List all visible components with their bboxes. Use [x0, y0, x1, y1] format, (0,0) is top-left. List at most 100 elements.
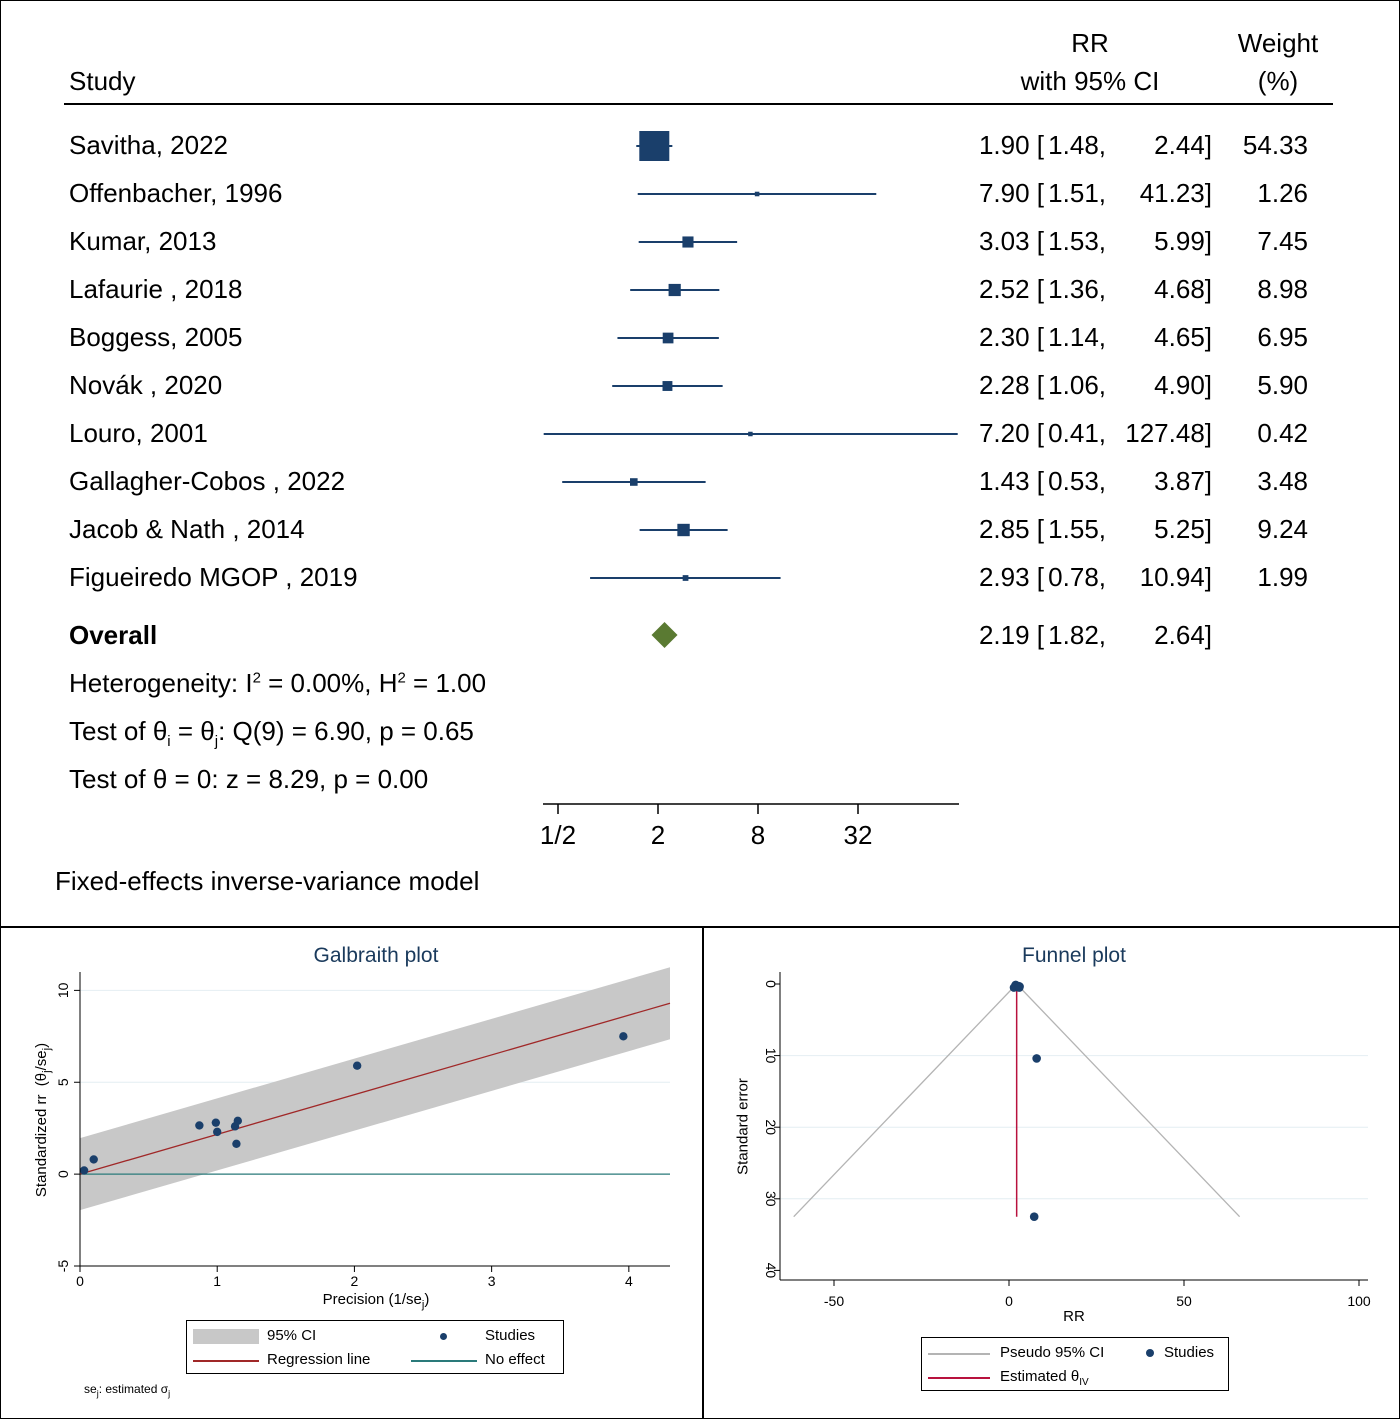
test-eq: = θ — [170, 716, 215, 746]
study-ci-high: 2.44] — [1154, 130, 1212, 160]
study-rr-ci: 7.90 [1.51, 41.23] — [978, 178, 1212, 208]
galb-ylabel-mid: /se — [33, 1050, 50, 1071]
study-square — [639, 131, 670, 161]
funnel-point — [1029, 1212, 1039, 1221]
study-ci-low: 1.36, — [1048, 274, 1106, 304]
galb-ylabel-sub2: j — [41, 1047, 53, 1051]
galbraith-legend: 95% CI Studies Regression line No effect — [186, 1320, 564, 1374]
study-weight: 0.42 — [1257, 418, 1308, 448]
study-rr: 2.93 — [978, 562, 1030, 592]
study-label: Louro, 2001 — [69, 418, 208, 448]
galb-y-tick-label: 10 — [55, 982, 71, 998]
legend-estimate-text: Estimated θ — [1000, 1368, 1080, 1385]
test-theta: Test of θ — [69, 716, 168, 746]
study-weight: 5.90 — [1257, 370, 1308, 400]
galb-ylabel-end: ) — [33, 1042, 50, 1048]
legend-estimate-label: Estimated θIV — [1000, 1368, 1089, 1388]
forest-plot-marks: 1/2 2 8 32 — [540, 131, 959, 850]
legend-noeffect-swatch — [411, 1360, 477, 1362]
study-ci-high: 4.68] — [1154, 274, 1212, 304]
study-ci-high: 41.23] — [1139, 178, 1212, 208]
funnel-pseudo-ci-left — [793, 983, 1018, 1218]
galb-regression-line — [79, 1002, 671, 1175]
legend-funnel-studies-label: Studies — [1164, 1344, 1215, 1361]
funnel-xlabel: RR — [1063, 1308, 1085, 1325]
study-square — [682, 236, 694, 248]
study-rr-ci: 2.93 [0.78, 10.94] — [978, 562, 1212, 592]
study-square — [630, 478, 638, 486]
study-weight: 3.48 — [1257, 466, 1308, 496]
funnel-x-tick-label: -50 — [824, 1293, 844, 1309]
study-ci-high: 5.99] — [1154, 226, 1212, 256]
homogeneity-test: Test of θi = θj: Q(9) = 6.90, p = 0.65 — [69, 716, 474, 750]
galb-note-mid: : estimated σ — [98, 1382, 169, 1396]
galb-x-tick-label: 4 — [625, 1273, 633, 1289]
funnel-plot: -50 0 50 100 0 10 20 30 40 — [763, 972, 1371, 1309]
study-ci-low: 1.55, — [1048, 514, 1106, 544]
legend-estimate-sub: IV — [1079, 1377, 1089, 1388]
header-rr: RR — [1071, 28, 1109, 58]
study-rr-ci: 2.30 [1.14, 4.65] — [978, 322, 1212, 352]
study-square — [754, 191, 760, 197]
funnel-x-tick-label: 100 — [1347, 1293, 1371, 1309]
study-square — [677, 523, 690, 537]
study-label: Offenbacher, 1996 — [69, 178, 283, 208]
funnel-y-tick-label: 30 — [763, 1191, 779, 1207]
study-ci-high: 3.87] — [1154, 466, 1212, 496]
study-weight: 1.99 — [1257, 562, 1308, 592]
study-ci-low: 0.41, — [1048, 418, 1106, 448]
header-weight: Weight — [1237, 28, 1319, 58]
galb-point — [195, 1121, 204, 1130]
funnel-y-tick-label: 20 — [763, 1119, 779, 1135]
legend-estimate-swatch — [928, 1377, 990, 1379]
overall-diamond — [651, 622, 678, 648]
overall-label: Overall — [69, 620, 158, 650]
study-rr: 1.90 — [978, 130, 1030, 160]
galb-point — [619, 1032, 628, 1041]
study-label: Kumar, 2013 — [69, 226, 217, 256]
galb-point — [232, 1139, 241, 1149]
study-weight: 9.24 — [1257, 514, 1308, 544]
study-ci-high: 4.90] — [1154, 370, 1212, 400]
study-square — [662, 381, 673, 391]
forest-x-tick-label: 2 — [651, 820, 665, 850]
forest-x-tick-label: 8 — [751, 820, 765, 850]
galb-x-tick-label: 3 — [488, 1273, 496, 1289]
study-rr-ci: 1.90 [1.48, 2.44] — [978, 130, 1212, 160]
het-text: Heterogeneity: I — [69, 668, 253, 698]
funnel-y-tick-label: 10 — [763, 1048, 779, 1064]
study-rr: 2.85 — [978, 514, 1030, 544]
legend-regression-label: Regression line — [267, 1351, 371, 1368]
legend-studies-dot — [440, 1333, 447, 1340]
funnel-point — [1032, 1054, 1041, 1063]
study-square — [668, 283, 681, 297]
study-rr-ci: 3.03 [1.53, 5.99] — [978, 226, 1212, 256]
study-rr: 7.90 — [978, 178, 1030, 208]
study-rr: 2.28 — [978, 370, 1030, 400]
funnel-legend: Pseudo 95% CI Studies Estimated θIV — [921, 1337, 1229, 1391]
galb-point — [79, 1166, 89, 1175]
study-weight: 54.33 — [1242, 130, 1308, 160]
galb-point — [211, 1118, 221, 1127]
study-ci-low: 1.06, — [1048, 370, 1106, 400]
overall-rr: 2.19 [1.82, 2.64] — [978, 620, 1212, 650]
legend-noeffect-label: No effect — [485, 1351, 545, 1368]
study-label: Gallagher-Cobos , 2022 — [69, 466, 346, 496]
study-square — [748, 431, 753, 437]
study-ci-low: 0.53, — [1048, 466, 1106, 496]
galb-ylabel-sub1: j — [41, 1070, 53, 1073]
legend-pseudo-label: Pseudo 95% CI — [1000, 1344, 1105, 1361]
study-rr-ci: 7.20 [0.41, 127.48] — [978, 418, 1212, 448]
galb-xlabel-end: ) — [424, 1291, 430, 1308]
study-rr: 2.52 — [978, 274, 1030, 304]
study-label: Novák , 2020 — [69, 370, 223, 400]
galb-x-tick-label: 0 — [76, 1273, 84, 1289]
galb-y-tick-label: -5 — [55, 1260, 71, 1273]
forest-x-tick-label: 32 — [844, 820, 873, 850]
galb-y-tick-label: 5 — [55, 1078, 71, 1086]
galb-y-tick-label: 0 — [55, 1170, 71, 1178]
galb-xlabel-text: Precision (1/se — [322, 1291, 422, 1308]
model-note: Fixed-effects inverse-variance model — [55, 866, 480, 896]
legend-regression-swatch — [193, 1360, 259, 1362]
study-label: Boggess, 2005 — [69, 322, 243, 352]
